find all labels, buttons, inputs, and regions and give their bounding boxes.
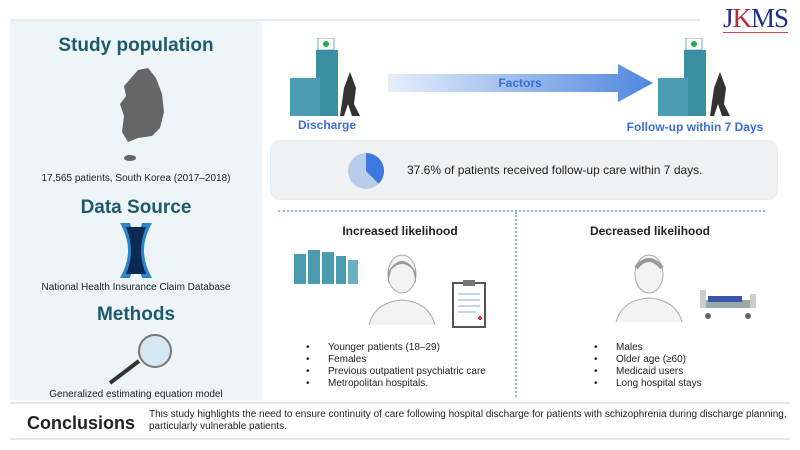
- list-item: Older age (≥60): [616, 354, 702, 366]
- list-item: Previous outpatient psychiatric care: [328, 366, 486, 378]
- decreased-list: Males Older age (≥60) Medicaid users Lon…: [616, 342, 702, 390]
- conclusions-bar: Conclusions This study highlights the ne…: [10, 402, 790, 440]
- list-item: Medicaid users: [616, 366, 702, 378]
- methods-title: Methods: [96, 304, 176, 325]
- study-population-caption: 17,565 patients, South Korea (2017–2018): [41, 173, 231, 184]
- increased-list: Younger patients (18–29) Females Previou…: [328, 342, 486, 390]
- list-item: Females: [328, 354, 486, 366]
- factors-label: Factors: [498, 76, 542, 90]
- dotted-divider-vertical: [515, 212, 517, 397]
- data-source-title: Data Source: [80, 197, 192, 218]
- factors-arrow: [388, 64, 653, 102]
- list-item: Younger patients (18–29): [328, 342, 486, 354]
- hospital-followup-icon: [658, 38, 730, 116]
- decreased-title: Decreased likelihood: [589, 224, 711, 238]
- left-panel: Study population 17,565 patients, South …: [10, 21, 262, 400]
- jkms-logo: JKMS: [722, 3, 789, 33]
- study-population-title: Study population: [58, 35, 214, 56]
- data-source-caption: National Health Insurance Claim Database: [41, 282, 231, 293]
- list-item: Long hospital stays: [616, 378, 702, 390]
- hospital-discharge-icon: [290, 38, 360, 116]
- male-patient-icon: [615, 254, 683, 322]
- dotted-divider: [278, 210, 765, 212]
- followup-label: Follow-up within 7 Days: [626, 120, 764, 134]
- pie-followup-slice: [366, 153, 384, 184]
- female-patient-icon: [368, 254, 436, 325]
- list-item: Males: [616, 342, 702, 354]
- dna-x-icon: [120, 223, 152, 278]
- summary-text: 37.6% of patients received follow-up car…: [407, 163, 703, 177]
- korea-map-icon: [120, 68, 164, 161]
- medical-record-clipboard-icon: [452, 280, 486, 328]
- list-item: Metropolitan hospitals.: [328, 378, 486, 390]
- hospital-bed-icon: [700, 290, 756, 319]
- conclusions-title: Conclusions: [27, 413, 136, 433]
- methods-caption: Generalized estimating equation model: [49, 389, 223, 400]
- increased-title: Increased likelihood: [342, 224, 458, 238]
- divider: [10, 19, 700, 21]
- city-buildings-icon: [294, 250, 358, 284]
- magnifier-icon: [108, 334, 172, 385]
- conclusions-text: This study highlights the need to ensure…: [149, 409, 787, 432]
- discharge-label: Discharge: [298, 118, 357, 132]
- follow-up-pie-chart: [348, 153, 384, 189]
- summary-box: 37.6% of patients received follow-up car…: [270, 140, 778, 200]
